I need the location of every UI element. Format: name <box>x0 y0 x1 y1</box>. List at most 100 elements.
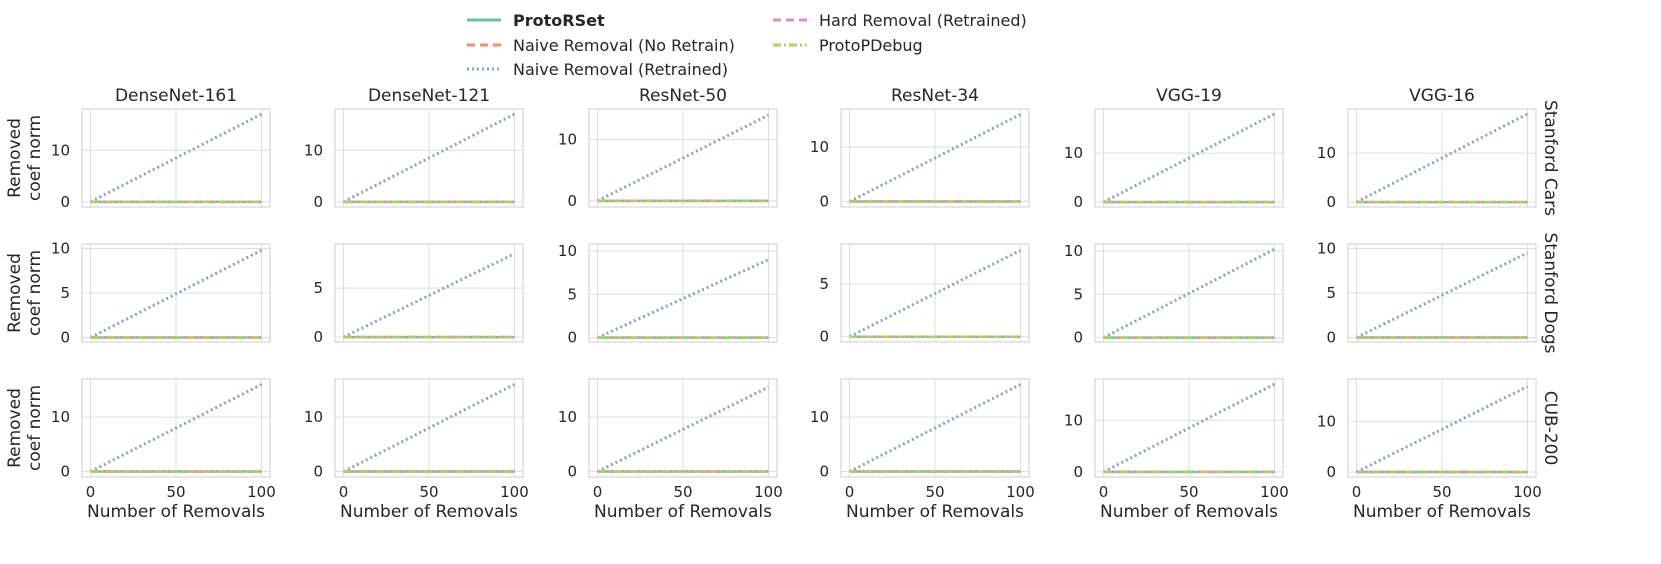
y-tick-label: 0 <box>60 329 70 347</box>
series-line-1 <box>848 113 1022 203</box>
x-tick-label: 50 <box>1432 483 1451 501</box>
legend-label-4: Hard Removal (Retrained) <box>819 11 1027 30</box>
legend: ProtoRSet Naive Removal (No Retrain) Naive… <box>467 11 1027 79</box>
x-tick-label: 100 <box>754 483 783 501</box>
y-tick-label: 0 <box>819 463 829 481</box>
y-tick-label: 10 <box>558 408 577 426</box>
panel-title: DenseNet-121 <box>368 86 490 106</box>
y-tick-label: 0 <box>313 193 323 211</box>
x-axis-label: Number of Removals <box>340 502 518 522</box>
series-line-1 <box>1355 251 1529 339</box>
row-dataset-label: CUB-200 <box>1540 391 1560 466</box>
row-dataset-label: Stanford Cars <box>1540 100 1560 216</box>
panel-r3-c2: 0 50 100 0 10 Number of Removals <box>304 378 529 522</box>
y-tick-label: 0 <box>567 463 577 481</box>
y-tick-label: 5 <box>567 285 577 303</box>
panel-r1-c6: 0 10 VGG-16 Stanford Cars <box>1317 86 1560 216</box>
panel-r1-c3: 0 10 ResNet-50 <box>558 86 778 210</box>
series-line-1 <box>89 112 263 204</box>
y-tick-label: 10 <box>810 408 829 426</box>
series-line-1 <box>1102 112 1276 204</box>
legend-label-3: Naive Removal (Retrained) <box>513 60 728 79</box>
panel-title: VGG-19 <box>1156 86 1222 106</box>
y-tick-label: 0 <box>1073 193 1083 211</box>
y-tick-label: 10 <box>1064 242 1083 260</box>
series-line-1 <box>596 113 770 203</box>
y-axis-label-line2: coef norm <box>25 250 45 336</box>
series-line-1 <box>342 112 516 204</box>
series-line-1 <box>1102 247 1276 339</box>
y-axis-label-line2: coef norm <box>25 385 45 471</box>
x-tick-label: 100 <box>247 483 276 501</box>
panel-title: VGG-16 <box>1409 86 1475 106</box>
panel-r2-c2: 05 <box>313 243 524 346</box>
panel-r3-c4: 0 50 100 0 10 Number of Removals <box>810 378 1035 522</box>
y-tick-label: 0 <box>1326 463 1336 481</box>
x-tick-label: 100 <box>1006 483 1035 501</box>
x-tick-label: 0 <box>339 483 349 501</box>
series-line-1 <box>1355 385 1529 474</box>
x-tick-label: 0 <box>845 483 855 501</box>
y-tick-label: 10 <box>1064 144 1083 162</box>
x-axis-label: Number of Removals <box>1353 502 1531 522</box>
y-tick-label: 0 <box>1326 193 1336 211</box>
y-tick-label: 10 <box>558 242 577 260</box>
panel-r2-c1: 0 5 10 Removed coef norm <box>5 239 271 347</box>
y-tick-label: 10 <box>1317 144 1336 162</box>
panel-r1-c2: 0 10 DenseNet-121 <box>304 86 524 211</box>
x-tick-label: 0 <box>1352 483 1362 501</box>
series-line-1 <box>342 252 516 339</box>
x-tick-label: 50 <box>166 483 185 501</box>
y-tick-label: 10 <box>51 408 70 426</box>
y-tick-label: 10 <box>558 131 577 149</box>
y-tick-label: 5 <box>313 279 323 297</box>
y-tick-label: 10 <box>810 138 829 156</box>
y-tick-label: 0 <box>567 192 577 210</box>
x-axis-label: Number of Removals <box>594 502 772 522</box>
x-tick-label: 0 <box>593 483 603 501</box>
panel-r3-c3: 0 50 100 0 10 Number of Removals <box>558 378 783 522</box>
legend-label-1: ProtoRSet <box>513 11 605 30</box>
y-tick-label: 0 <box>60 463 70 481</box>
y-tick-label: 0 <box>819 193 829 211</box>
series-line-1 <box>89 383 263 473</box>
series-line-1 <box>848 248 1022 339</box>
series-line-1 <box>89 248 263 339</box>
panel-r3-c5: 0 50 100 0 10 Number of Removals <box>1064 378 1289 522</box>
y-tick-label: 10 <box>1064 411 1083 429</box>
panel-title: ResNet-50 <box>639 86 727 106</box>
y-tick-label: 5 <box>819 275 829 293</box>
series-line-1 <box>596 385 770 473</box>
x-tick-label: 0 <box>1099 483 1109 501</box>
series-line-1 <box>1355 112 1529 204</box>
y-axis-label-line2: coef norm <box>25 115 45 201</box>
y-tick-label: 0 <box>60 193 70 211</box>
panel-r2-c3: 0 5 10 <box>558 242 778 347</box>
panel-r1-c5: 0 10 VGG-19 <box>1064 86 1284 211</box>
x-tick-label: 50 <box>925 483 944 501</box>
panel-r1-c1: 0 10 DenseNet-161 Removed coef norm <box>5 86 271 211</box>
x-tick-label: 50 <box>1179 483 1198 501</box>
series-line-1 <box>848 383 1022 473</box>
x-tick-label: 0 <box>86 483 96 501</box>
row-dataset-label: Stanford Dogs <box>1540 232 1560 353</box>
panel-title: DenseNet-161 <box>115 86 237 106</box>
series-line-1 <box>342 383 516 473</box>
series-line-1 <box>1102 382 1276 474</box>
y-tick-label: 10 <box>51 141 70 159</box>
panel-r2-c4: 05 <box>819 243 1030 346</box>
y-tick-label: 0 <box>313 328 323 346</box>
y-tick-label: 10 <box>1317 239 1336 257</box>
panel-r3-c1: 0 50 100 0 10 Number of Removals Removed coef n… <box>5 378 276 522</box>
panel-r2-c6: 0 5 10 Stanford Dogs <box>1317 232 1560 353</box>
y-tick-label: 10 <box>1317 413 1336 431</box>
x-tick-label: 50 <box>673 483 692 501</box>
y-axis-label-line1: Removed <box>5 253 25 333</box>
legend-label-2: Naive Removal (No Retrain) <box>513 36 735 55</box>
x-tick-label: 100 <box>1513 483 1542 501</box>
panel-title: ResNet-34 <box>891 86 979 106</box>
y-tick-label: 10 <box>304 408 323 426</box>
x-axis-label: Number of Removals <box>87 502 265 522</box>
